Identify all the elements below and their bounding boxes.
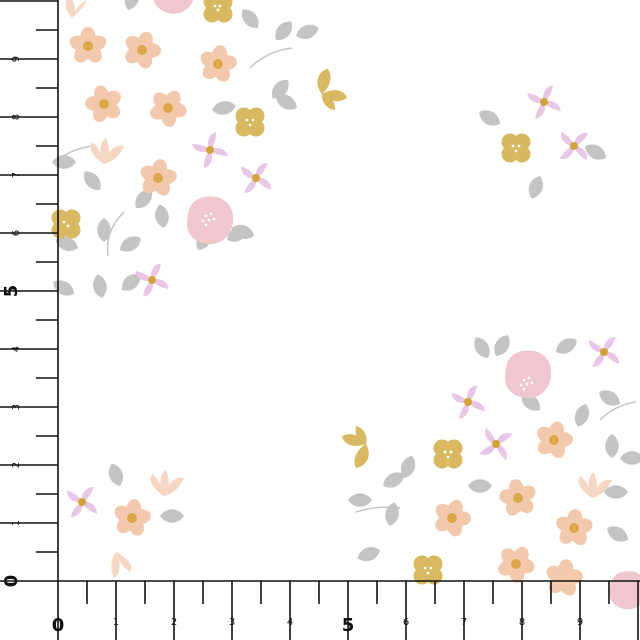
ruler-tick-label: 1 — [113, 617, 119, 628]
ruler-tick-label: 8 — [519, 617, 525, 628]
ruler-tick-label: 6 — [403, 617, 409, 628]
ruler-tick-label: 2 — [171, 617, 177, 628]
horizontal-ruler — [57, 580, 640, 640]
ruler-tick-label: 4 — [287, 617, 293, 628]
floral-cluster-bottom-left — [58, 461, 184, 578]
floral-cluster-top-right — [475, 81, 610, 201]
ruler-tick-label: 3 — [11, 404, 22, 410]
ruler-labels: 0 1 2 3 4 5 6 7 8 9 0 1 2 3 4 5 6 7 8 9 — [1, 56, 583, 636]
ruler-tick-label: 5 — [342, 615, 355, 636]
ruler-tick-label: 7 — [461, 617, 467, 628]
ruler-tick-label: 4 — [11, 346, 22, 352]
ruler-tick-label: 0 — [1, 575, 22, 588]
floral-cluster-top-left — [41, 0, 349, 301]
ruler-tick-label: 7 — [11, 172, 22, 178]
ruler-tick-label: 3 — [229, 617, 235, 628]
ruler-tick-label: 5 — [1, 285, 22, 298]
ruler-tick-label: 6 — [11, 230, 22, 236]
vertical-ruler — [0, 0, 59, 582]
floral-cluster-bottom-right — [342, 328, 640, 610]
ruler-tick-label: 0 — [52, 615, 65, 636]
ruler-tick-label: 2 — [11, 462, 22, 468]
ruler-tick-label: 9 — [577, 617, 583, 628]
ruler-tick-label: 1 — [11, 520, 22, 526]
ruler-tick-label: 8 — [11, 114, 22, 120]
ruler-tick-label: 9 — [11, 56, 22, 62]
